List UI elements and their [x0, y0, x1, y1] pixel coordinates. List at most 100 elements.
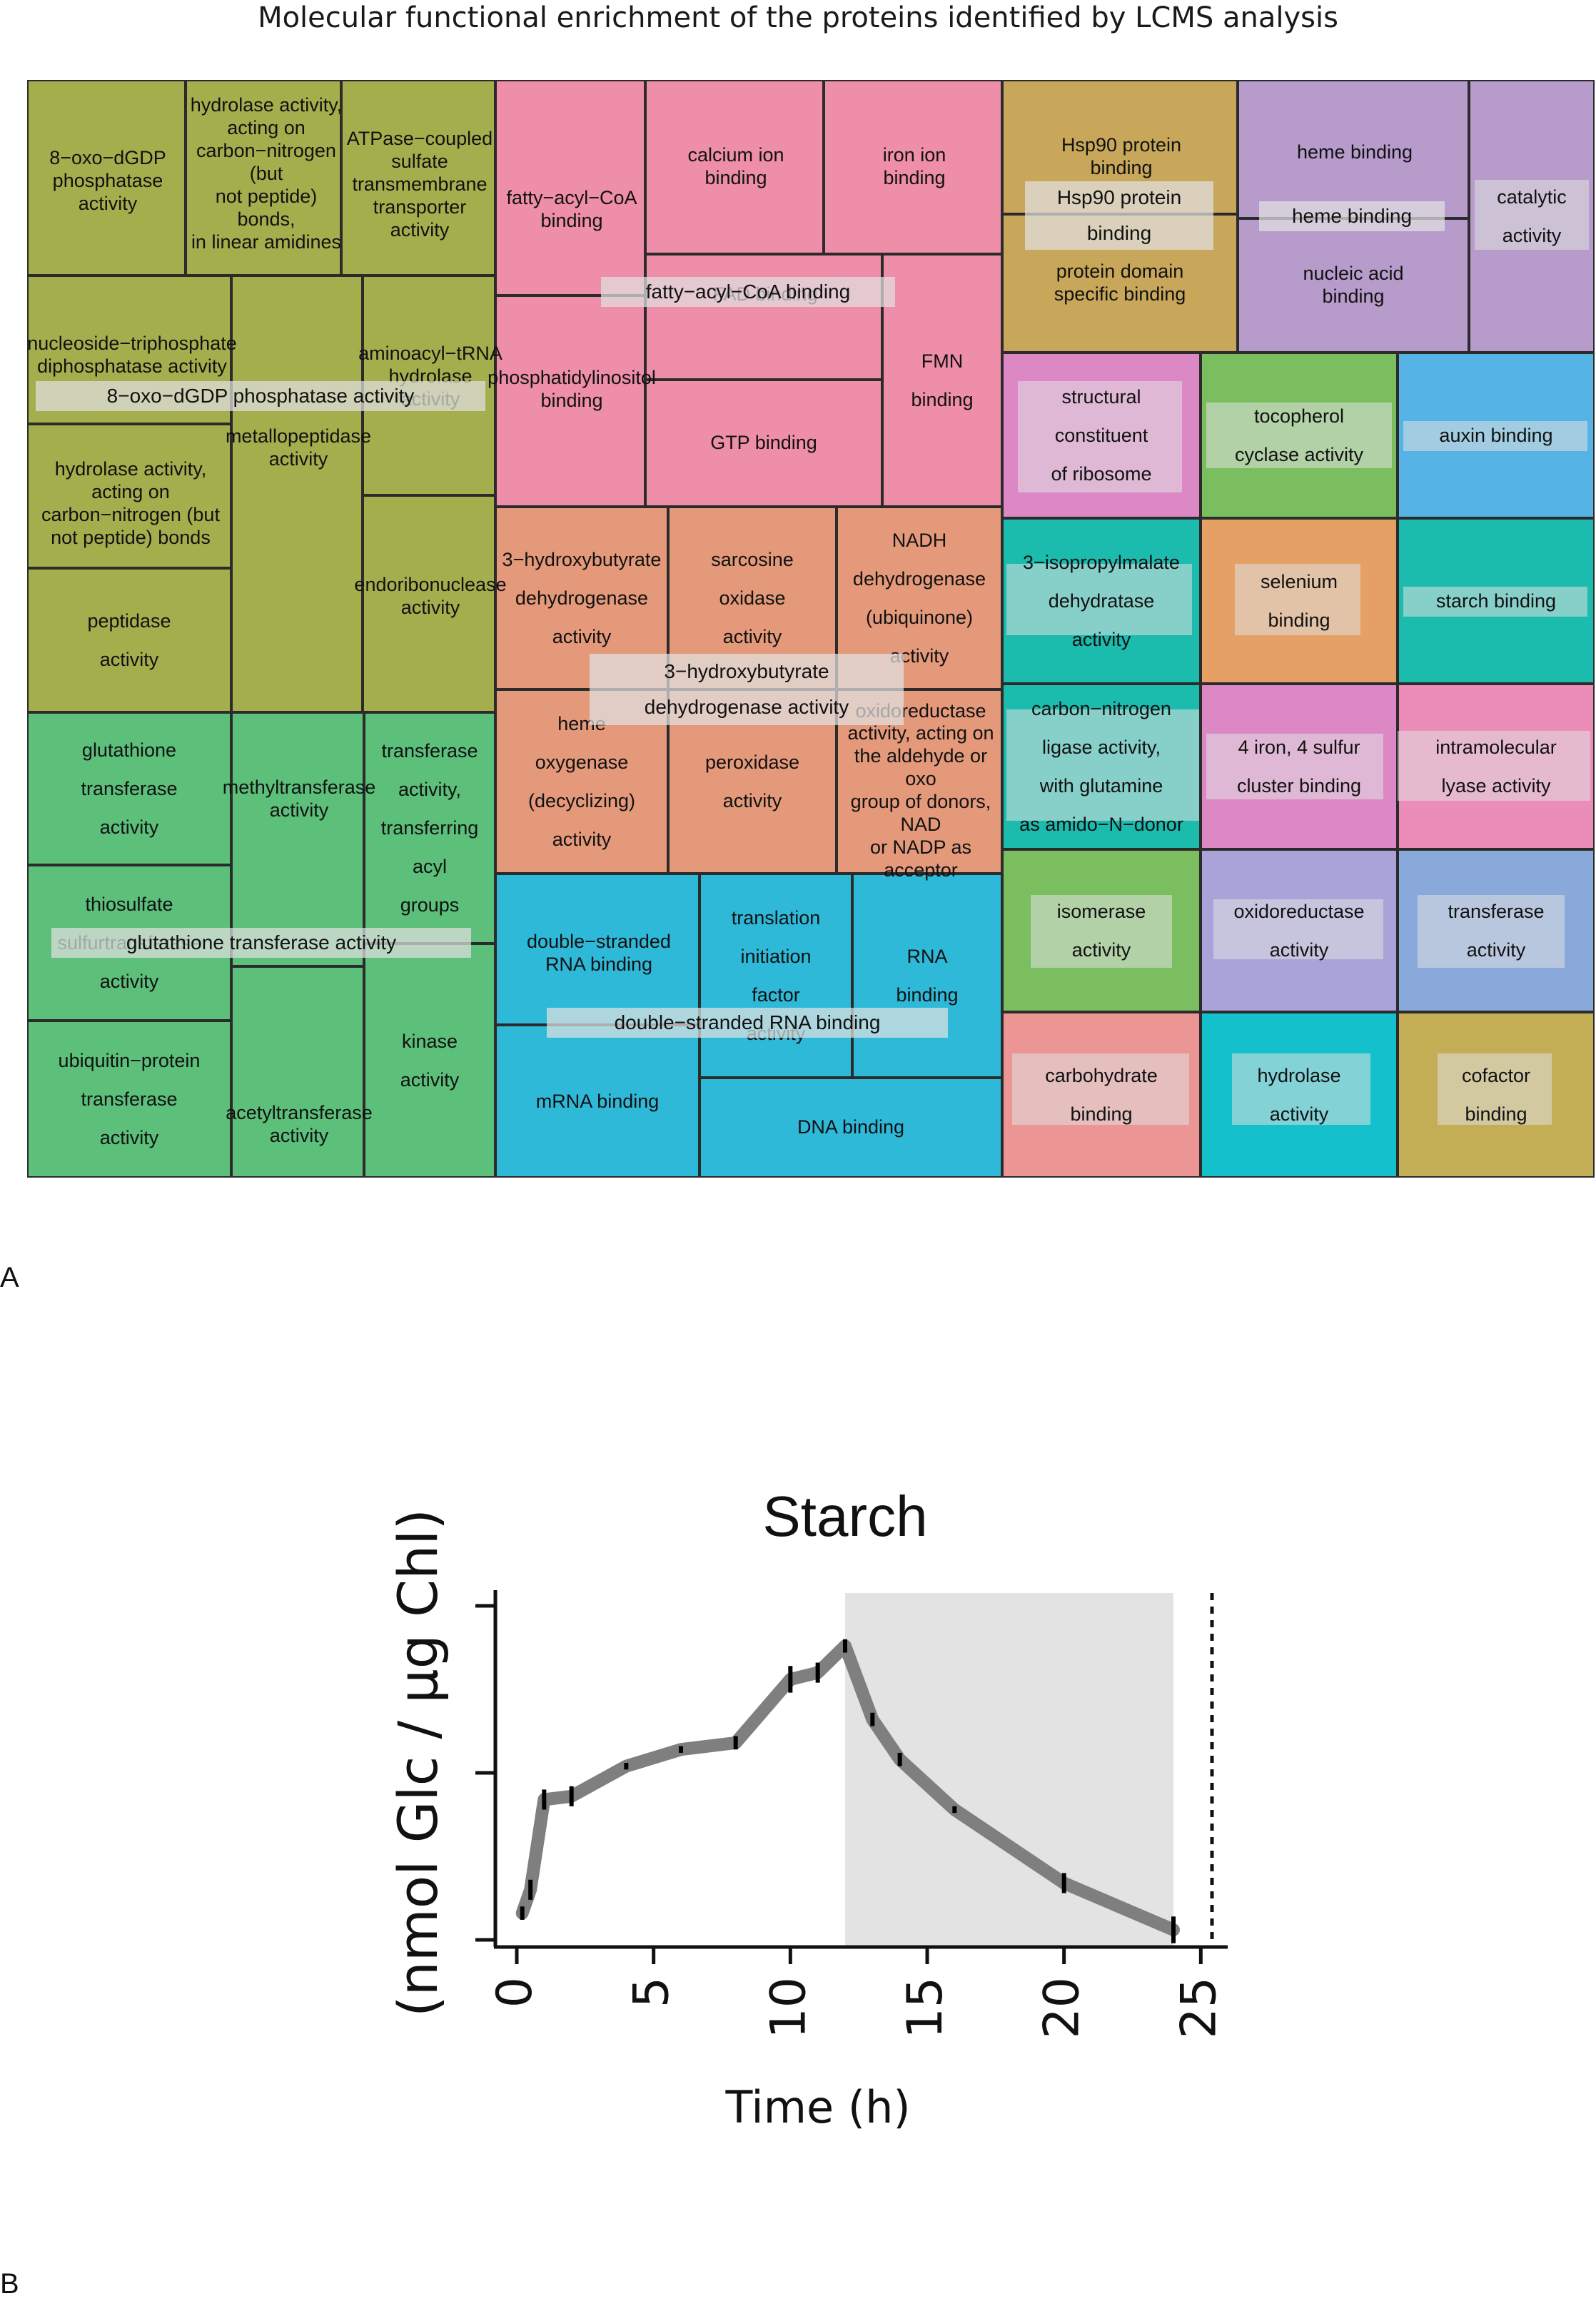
- treemap: 8−oxo−dGDP phosphatase activity hydrolase…: [27, 80, 1595, 1178]
- treemap-group-label: heme binding: [1259, 201, 1445, 231]
- treemap-tile: cofactor binding: [1398, 1012, 1595, 1178]
- treemap-tile: 3−isopropylmalate dehydratase activity: [1002, 518, 1201, 684]
- treemap-tile: carbon−nitrogen ligase activity, with gl…: [1002, 684, 1201, 849]
- treemap-label-backdrop: [1235, 564, 1360, 635]
- treemap-tile: fatty−acyl−CoA binding: [495, 80, 645, 295]
- treemap-tile-label: endoribonuclease activity: [354, 574, 507, 618]
- dark-period-shading: [845, 1593, 1173, 1948]
- treemap-tile: oxidoreductase activity: [1201, 849, 1398, 1012]
- treemap-group-label: double−stranded RNA binding: [547, 1008, 948, 1038]
- treemap-label-backdrop: [1012, 1053, 1189, 1125]
- treemap-tile-label: peptidase activity: [87, 610, 171, 670]
- treemap-tile-label: starch binding: [1435, 590, 1557, 612]
- treemap-tile-label: methyltransferase activity: [222, 777, 376, 821]
- treemap-tile-label: intramolecular lyase activity: [1435, 737, 1557, 797]
- treemap-tile-label: translation initiation factor activity: [731, 907, 821, 1044]
- treemap-tile: methyltransferase activity: [222, 712, 376, 966]
- treemap-tile-label: hydrolase activity, acting on carbon−nit…: [41, 458, 220, 548]
- treemap-group-label: Hsp90 protein binding: [1025, 181, 1213, 250]
- treemap-tile-label: ubiquitin−protein transferase activity: [58, 1050, 201, 1148]
- starch-line-chart: 0 5 10 15 20 25 Starch Time (h) (nmol Glc / µg C…: [386, 1485, 1228, 2133]
- treemap-group-label: fatty−acyl−CoA binding: [601, 277, 895, 307]
- treemap-tile: transferase activity, transferring acyl …: [364, 712, 495, 944]
- treemap-group-label: glutathione transferase activity: [51, 928, 471, 958]
- treemap-tile-label: NADH dehydrogenase (ubiquinone) activity: [852, 530, 986, 667]
- treemap-tile-label: RNA binding: [896, 946, 959, 1006]
- treemap-tile-label: Hsp90 protein binding: [1061, 134, 1182, 178]
- treemap-tile-label: catalytic activity: [1497, 186, 1567, 246]
- treemap-tile-label: hydrolase activity, acting on carbon−nit…: [190, 94, 343, 253]
- treemap-label-backdrop: [1006, 564, 1192, 635]
- treemap-tile: isomerase activity: [1002, 849, 1201, 1012]
- treemap-tile-label: cofactor binding: [1461, 1065, 1531, 1125]
- treemap-tile-label: selenium binding: [1260, 571, 1338, 631]
- treemap-tile-label: acetyltransferase activity: [226, 1102, 373, 1146]
- x-tick-label: 20: [1034, 1977, 1091, 2039]
- treemap-tile-label: heme binding: [1296, 141, 1413, 163]
- treemap-tile-label: oxidoreductase activity: [1233, 901, 1365, 961]
- treemap-tile: kinase activity: [364, 944, 495, 1178]
- treemap-tile: DNA binding: [699, 1078, 1002, 1178]
- treemap-label-backdrop: [1403, 587, 1587, 617]
- treemap-tile-label: auxin binding: [1439, 425, 1553, 446]
- treemap-label-backdrop: [1018, 381, 1182, 492]
- treemap-tile-label: phosphatidylinositol binding: [488, 367, 656, 411]
- treemap-tile: acetyltransferase activity: [226, 966, 373, 1178]
- treemap-tile-label: double−stranded RNA binding: [527, 931, 671, 975]
- treemap-tile: tocopherol cyclase activity: [1201, 353, 1398, 518]
- treemap-tile-label: protein domain specific binding: [1054, 261, 1186, 305]
- treemap-tile-label: nucleic acid binding: [1303, 263, 1404, 307]
- y-axis-label: (nmol Glc / µg Chl): [386, 1509, 450, 2017]
- x-tick-label: 15: [897, 1977, 954, 2039]
- figure-title: Molecular functional enrichment of the p…: [258, 1, 1338, 34]
- treemap-tile-label: GTP binding: [710, 432, 817, 454]
- treemap-tile-label: FMN binding: [911, 350, 974, 410]
- treemap-tile: 8−oxo−dGDP phosphatase activity: [27, 80, 186, 275]
- panel-label-b: B: [0, 2268, 19, 2300]
- x-tick-label: 0: [487, 1977, 543, 2008]
- treemap-tile-label: kinase activity: [400, 1031, 460, 1091]
- treemap-tile: endoribonuclease activity: [354, 495, 507, 712]
- treemap-tile-label: 3−isopropylmalate dehydratase activity: [1023, 552, 1180, 650]
- treemap-label-backdrop: [1418, 895, 1565, 968]
- treemap-tile-label: DNA binding: [797, 1116, 905, 1138]
- treemap-tile-label: glutathione transferase activity: [81, 739, 178, 838]
- treemap-label-backdrop: [1438, 1053, 1552, 1125]
- treemap-tile: translation initiation factor activity: [699, 874, 852, 1078]
- treemap-tile: GTP binding: [645, 380, 882, 507]
- treemap-tile: catalytic activity: [1469, 80, 1595, 353]
- treemap-tile-label: oxidoreductase activity, acting on the a…: [847, 699, 994, 881]
- treemap-tile: hydrolase activity, acting on carbon−nit…: [186, 80, 343, 275]
- treemap-tile-label: 4 iron, 4 sulfur cluster binding: [1236, 737, 1362, 797]
- treemap-tile: phosphatidylinositol binding: [488, 295, 656, 507]
- treemap-tile: RNA binding: [852, 874, 1002, 1078]
- treemap-tile-label: structural constituent of ribosome: [1051, 386, 1152, 485]
- treemap-tile: heme binding: [1238, 80, 1469, 218]
- treemap-tile-label: transferase activity: [1448, 901, 1545, 961]
- treemap-tile: hydrolase activity: [1201, 1012, 1398, 1178]
- treemap-tile: FMN binding: [882, 254, 1002, 507]
- treemap-tile-label: carbohydrate binding: [1045, 1065, 1158, 1125]
- treemap-label-backdrop: [1006, 709, 1199, 821]
- treemap-label-backdrop: [1206, 403, 1392, 468]
- treemap-tile: intramolecular lyase activity: [1398, 684, 1595, 849]
- treemap-tile: metallopeptidase activity: [225, 275, 372, 712]
- treemap-tile-label: peroxidase activity: [704, 752, 800, 811]
- treemap-tile: hydrolase activity, acting on carbon−nit…: [27, 424, 231, 568]
- treemap-label-backdrop: [1475, 180, 1589, 250]
- x-tick-label: 10: [760, 1977, 817, 2039]
- treemap-tile: double−stranded RNA binding: [495, 874, 699, 1025]
- treemap-tile-label: fatty−acyl−CoA binding: [506, 187, 637, 231]
- treemap-tile: ATPase−coupled sulfate transmembrane tra…: [341, 80, 495, 275]
- treemap-tile-label: hydrolase activity: [1257, 1065, 1341, 1125]
- treemap-tile-label: tocopherol cyclase activity: [1234, 405, 1364, 465]
- treemap-tile: carbohydrate binding: [1002, 1012, 1201, 1178]
- treemap-tile-label: calcium ion binding: [687, 144, 784, 188]
- treemap-label-backdrop: [1031, 895, 1172, 968]
- chart-title: Starch: [762, 1485, 927, 1548]
- treemap-label-backdrop: [1213, 899, 1383, 959]
- treemap-tile-label: iron ion binding: [882, 144, 946, 188]
- treemap-tile-label: metallopeptidase activity: [225, 425, 372, 470]
- panel-label-a: A: [0, 1262, 19, 1293]
- treemap-label-backdrop: [1398, 731, 1590, 801]
